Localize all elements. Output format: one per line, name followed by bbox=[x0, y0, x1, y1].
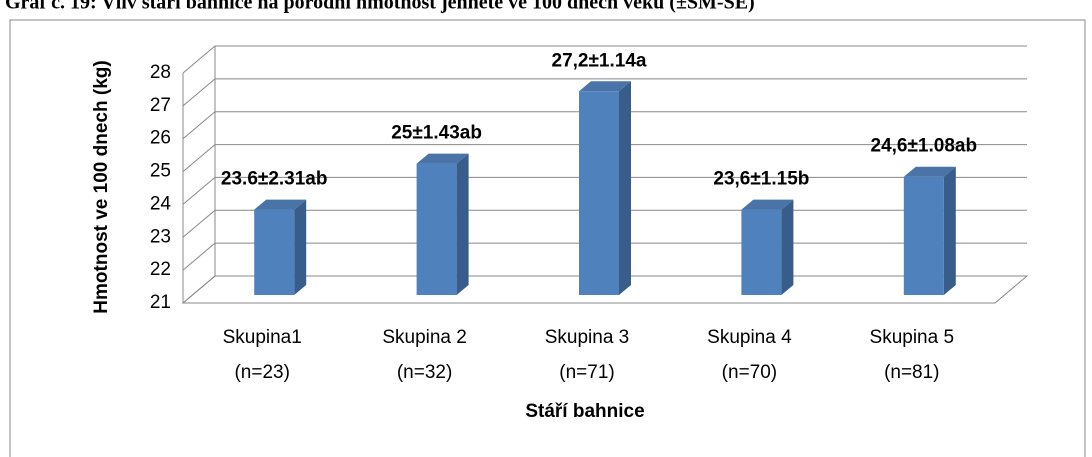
x-tick-label: (n=81) bbox=[884, 362, 939, 383]
data-label: 23,6±1.15b bbox=[713, 169, 809, 190]
bar-front bbox=[741, 209, 782, 295]
bar-front bbox=[579, 91, 619, 296]
y-tick-label: 28 bbox=[150, 62, 171, 83]
bar-front bbox=[416, 163, 457, 295]
bar bbox=[903, 166, 956, 295]
bar-top bbox=[741, 199, 794, 210]
x-tick-label: Skupina 2 bbox=[382, 327, 467, 348]
bar-top bbox=[579, 81, 631, 92]
bar bbox=[579, 81, 631, 296]
bar-front bbox=[903, 176, 944, 295]
x-tick-label: (n=70) bbox=[722, 362, 777, 383]
chart-title: Graf č. 19: Vliv stáří bahnice na porodn… bbox=[5, 0, 755, 14]
x-tick-label: Skupina 3 bbox=[545, 327, 630, 348]
bar-side bbox=[781, 199, 794, 295]
bar bbox=[254, 199, 307, 295]
y-tick-label: 24 bbox=[150, 193, 172, 214]
bar-top bbox=[903, 166, 956, 177]
x-tick-label: Skupina 4 bbox=[707, 327, 792, 348]
y-axis-title: Hmotnost ve 100 dnech (kg) bbox=[91, 60, 112, 313]
x-tick-label: (n=32) bbox=[397, 362, 452, 383]
bar-side bbox=[456, 153, 469, 295]
x-tick-label: (n=71) bbox=[559, 362, 614, 383]
data-label: 25±1.43ab bbox=[391, 123, 482, 144]
bar-side bbox=[943, 166, 956, 295]
bar-top bbox=[416, 153, 469, 164]
y-tick-label: 23 bbox=[150, 226, 171, 247]
data-label: 23.6±2.31ab bbox=[221, 169, 328, 190]
x-tick-label: Skupina1 bbox=[223, 327, 302, 348]
bar-side bbox=[619, 81, 631, 296]
bar bbox=[741, 199, 794, 295]
bar bbox=[416, 153, 469, 295]
x-axis-title: Stáří bahnice bbox=[525, 401, 644, 422]
bar-top bbox=[254, 199, 307, 210]
bar-side bbox=[294, 199, 307, 295]
y-tick-label: 22 bbox=[150, 259, 171, 280]
y-tick-label: 21 bbox=[150, 292, 171, 313]
x-tick-label: Skupina 5 bbox=[870, 327, 955, 348]
y-tick-label: 25 bbox=[150, 161, 171, 182]
data-label: 27,2±1.14a bbox=[552, 50, 647, 71]
y-tick-label: 26 bbox=[150, 128, 171, 149]
x-tick-label: (n=23) bbox=[234, 362, 289, 383]
data-label: 24,6±1.08ab bbox=[871, 136, 978, 157]
y-tick-label: 27 bbox=[150, 95, 171, 116]
bar-front bbox=[254, 209, 295, 295]
